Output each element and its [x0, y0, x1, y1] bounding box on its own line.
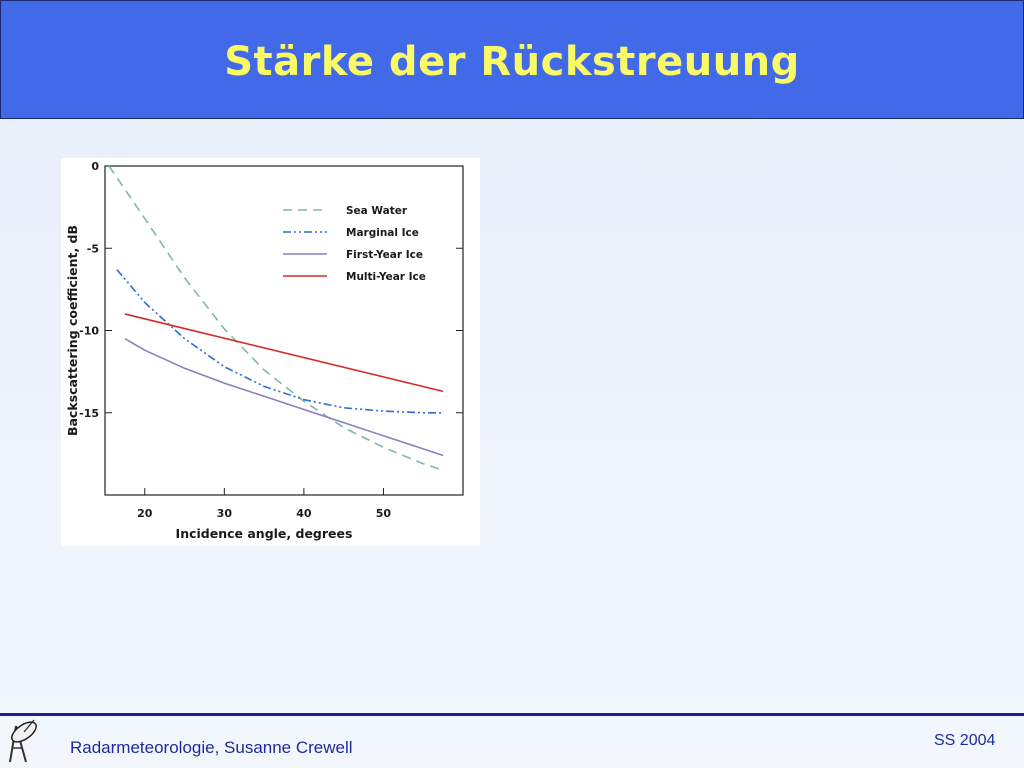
y-tick-label: -15 [79, 407, 99, 420]
plot-frame [104, 165, 464, 496]
backscatter-chart: 20 30 40 50 0 -5 -10 -15 Incidence angle, degree… [65, 160, 464, 541]
slide-header: Stärke der Rückstreuung [0, 0, 1024, 119]
y-tick-label: -5 [87, 242, 99, 255]
series-line-multi-year-ice [124, 313, 444, 393]
y-tick-label: -10 [79, 325, 99, 338]
series-line-sea-water [108, 165, 444, 472]
legend-label: Marginal Ice [346, 227, 419, 239]
legend-label: Sea Water [346, 205, 408, 217]
radar-dish-icon [9, 719, 37, 763]
chart-container: 20 30 40 50 0 -5 -10 -15 Incidence angle, degree… [61, 158, 480, 546]
x-tick-label: 30 [217, 507, 233, 520]
series-line-marginal-ice [116, 269, 444, 414]
x-tick-label: 40 [296, 507, 312, 520]
x-axis-label: Incidence angle, degrees [176, 526, 353, 541]
x-tick-label: 50 [376, 507, 392, 520]
x-tick-label: 20 [137, 507, 153, 520]
y-axis-label: Backscattering coefficient, dB [65, 225, 80, 436]
footer-divider [0, 713, 1024, 716]
legend-label: First-Year Ice [346, 249, 423, 261]
legend-label: Multi-Year Ice [346, 271, 426, 283]
footer-semester: SS 2004 [934, 732, 996, 749]
slide-title: Stärke der Rückstreuung [224, 39, 800, 85]
series-line-first-year-ice [124, 338, 444, 457]
footer-author: Radarmeteorologie, Susanne Crewell [70, 738, 353, 757]
y-tick-label: 0 [91, 160, 99, 173]
